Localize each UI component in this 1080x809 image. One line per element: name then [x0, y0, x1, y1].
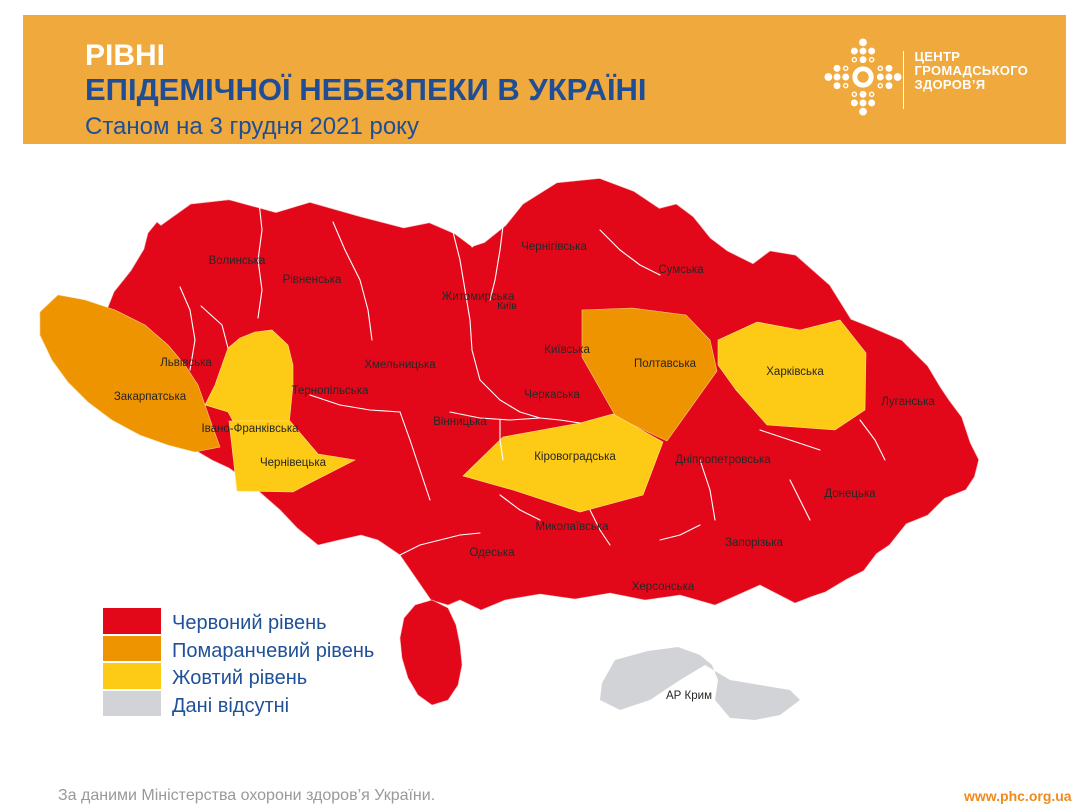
svg-text:Тернопільська: Тернопільська	[292, 385, 369, 397]
svg-text:Черкаська: Черкаська	[524, 389, 580, 401]
svg-text:Закарпатська: Закарпатська	[114, 391, 187, 403]
svg-text:Київська: Київська	[544, 344, 590, 356]
svg-text:Дніпропетровська: Дніпропетровська	[675, 454, 771, 466]
svg-text:Чернігівська: Чернігівська	[521, 241, 587, 253]
svg-text:Одеська: Одеська	[469, 547, 515, 559]
svg-text:Волинська: Волинська	[209, 255, 266, 267]
svg-text:Харківська: Харківська	[766, 366, 824, 378]
svg-text:Луганська: Луганська	[881, 396, 935, 408]
svg-text:Хмельницька: Хмельницька	[364, 359, 436, 371]
svg-text:Кіровоградська: Кіровоградська	[534, 451, 616, 463]
svg-text:Миколаївська: Миколаївська	[535, 521, 609, 533]
svg-text:Полтавська: Полтавська	[634, 358, 697, 370]
svg-text:Херсонська: Херсонська	[632, 581, 695, 593]
svg-text:Івано-Франківська: Івано-Франківська	[201, 423, 299, 435]
svg-text:Запорізька: Запорізька	[725, 537, 783, 549]
svg-text:Київ: Київ	[497, 301, 517, 312]
svg-text:Львівська: Львівська	[160, 357, 212, 369]
svg-text:АР Крим: АР Крим	[666, 690, 712, 702]
svg-text:Сумська: Сумська	[658, 264, 704, 276]
svg-text:Вінницька: Вінницька	[433, 416, 487, 428]
svg-text:Чернівецька: Чернівецька	[260, 457, 327, 469]
svg-text:Рівненська: Рівненська	[283, 274, 342, 286]
svg-text:Донецька: Донецька	[824, 488, 876, 500]
